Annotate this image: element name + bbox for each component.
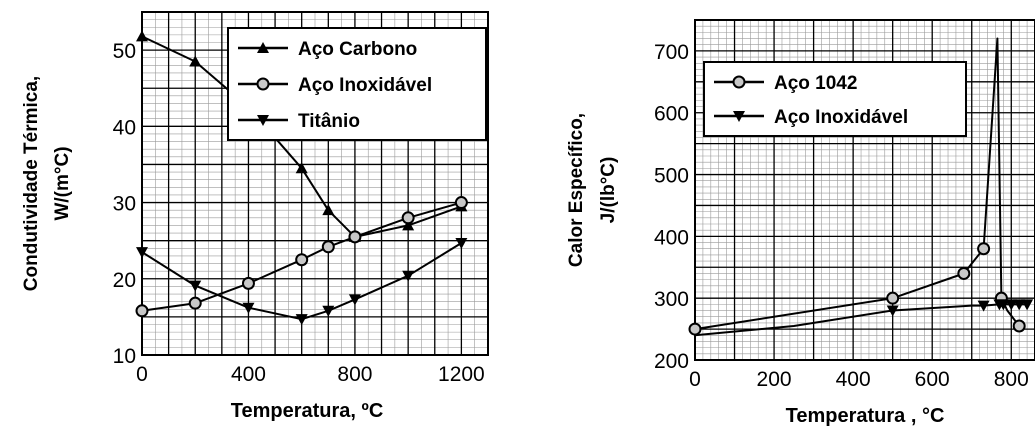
data-point-triangle-up-marker — [295, 162, 308, 174]
legend-triangle-up-marker — [257, 42, 269, 53]
data-point-triangle-down-marker — [322, 305, 335, 317]
data-point-circle-marker — [188, 296, 202, 310]
x-tick-label: 600 — [915, 368, 950, 391]
data-point-triangle-down-marker — [242, 302, 255, 314]
thermal-conductivity-chart: 0 400 800 1200 10 20 30 40 50 Condutividade Térmi… — [21, 11, 489, 422]
data-point-triangle-down-marker — [136, 247, 148, 259]
data-point-triangle-down-marker — [1021, 299, 1034, 311]
series-line — [141, 35, 462, 238]
x-tick-label: 400 — [231, 363, 266, 386]
x-tick-label: 400 — [836, 368, 871, 391]
legend-label: Aço Inoxidável — [774, 107, 908, 128]
y-axis-label-line2: J/(lb°C) — [598, 157, 619, 224]
data-point-circle-marker — [957, 266, 971, 280]
data-point-circle-marker — [348, 230, 362, 244]
y-tick-label: 50 — [113, 40, 136, 63]
data-point-circle-marker — [241, 276, 255, 290]
y-tick-label: 700 — [654, 41, 689, 64]
x-axis-label: Temperatura , °C — [786, 405, 945, 427]
x-tick-label: 0 — [136, 363, 148, 386]
y-axis-label-line1: Calor Específico, — [566, 113, 587, 267]
legend-circle-marker — [256, 77, 270, 91]
series-triangle-down — [694, 299, 1034, 337]
legend-box — [703, 61, 967, 137]
x-tick-label: 800 — [994, 368, 1029, 391]
plot-frame — [141, 11, 489, 356]
legend-triangle-down-marker — [733, 111, 745, 122]
y-tick-label: 400 — [654, 226, 689, 249]
data-point-circle-marker — [688, 322, 702, 336]
y-tick-label: 40 — [113, 116, 136, 139]
y-tick-label: 200 — [654, 350, 689, 373]
data-point-triangle-down-marker — [977, 300, 990, 312]
data-point-circle-marker — [977, 242, 991, 256]
data-point-circle-marker — [321, 240, 335, 254]
x-tick-label: 200 — [757, 368, 792, 391]
data-point-triangle-down-marker — [997, 299, 1010, 311]
x-tick-label: 1200 — [438, 363, 485, 386]
plot-frame — [694, 19, 1035, 361]
data-point-triangle-down-marker — [1005, 299, 1018, 311]
series-line — [141, 242, 462, 321]
data-point-triangle-up-marker — [136, 30, 148, 42]
data-point-circle-marker — [295, 253, 309, 267]
x-axis-label: Temperatura, ºC — [231, 400, 384, 422]
legend-label: Aço Carbono — [298, 39, 417, 60]
data-point-circle-marker — [886, 291, 900, 305]
legend-label: Aço Inoxidável — [298, 75, 432, 96]
data-point-triangle-down-marker — [886, 305, 899, 317]
data-point-triangle-down-marker — [455, 237, 468, 249]
y-axis-label-line1: Condutividade Térmica, — [21, 76, 42, 291]
data-point-triangle-up-marker — [189, 55, 202, 67]
data-point-triangle-down-marker — [295, 314, 308, 326]
legend: Aço Carbono Aço Inoxidável Titânio — [227, 27, 487, 141]
y-axis-label-line2: W/(m°C) — [52, 146, 73, 220]
data-point-circle-marker — [135, 304, 149, 318]
series-circle — [688, 37, 1026, 336]
data-point-triangle-down-marker — [402, 270, 415, 282]
legend-label: Aço 1042 — [774, 73, 857, 94]
x-tick-label: 0 — [689, 368, 701, 391]
y-tick-label: 30 — [113, 193, 136, 216]
y-tick-label: 600 — [654, 103, 689, 126]
legend-circle-marker — [732, 75, 746, 89]
x-tick-label: 800 — [337, 363, 372, 386]
data-point-triangle-down-marker — [189, 280, 202, 292]
legend-triangle-down-marker — [257, 115, 269, 126]
series-line — [141, 201, 462, 312]
series-circle — [135, 196, 468, 318]
data-point-triangle-up-marker — [322, 204, 335, 216]
data-point-triangle-down-marker — [348, 294, 361, 306]
data-point-circle-marker — [401, 211, 415, 225]
legend-label: Titânio — [298, 111, 360, 132]
series-line — [694, 37, 1020, 331]
data-point-triangle-up-marker — [402, 219, 415, 231]
y-tick-label: 10 — [113, 345, 136, 368]
legend: Aço 1042 Aço Inoxidável — [703, 61, 967, 137]
data-point-circle-marker — [454, 196, 468, 210]
series-line — [694, 303, 1028, 337]
y-tick-label: 20 — [113, 269, 136, 292]
data-point-circle-marker — [1012, 319, 1026, 333]
y-tick-label: 500 — [654, 165, 689, 188]
y-tick-label: 300 — [654, 288, 689, 311]
series-triangle-down — [136, 237, 468, 326]
data-point-triangle-down-marker — [1013, 299, 1026, 311]
